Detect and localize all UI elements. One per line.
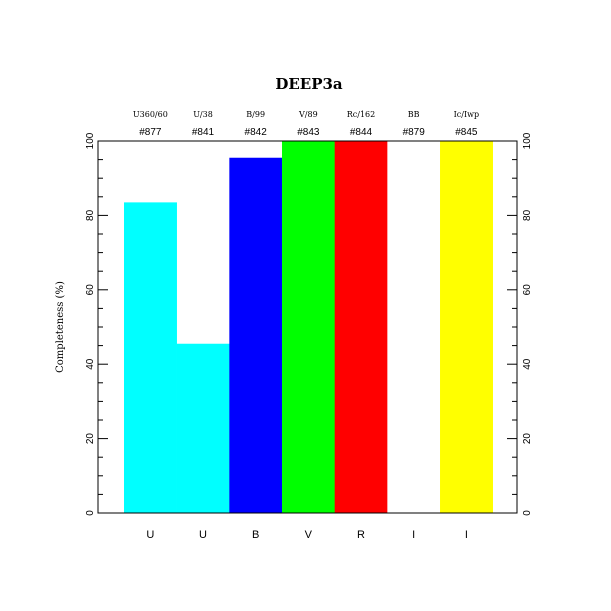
x-tick-label: I <box>465 529 468 541</box>
y-tick-label-left: 40 <box>85 358 96 370</box>
filter-label: Rc/162 <box>347 110 375 119</box>
y-tick-label-right: 60 <box>522 284 533 296</box>
bar-6 <box>387 141 441 513</box>
x-tick-label: I <box>412 529 415 541</box>
axis-ticks <box>98 140 517 514</box>
x-tick-label: V <box>305 529 313 541</box>
bar-4 <box>282 141 335 513</box>
filter-label: BB <box>408 110 420 119</box>
id-label: #842 <box>245 127 268 138</box>
id-label: #877 <box>139 127 162 138</box>
x-tick-label: R <box>357 529 365 541</box>
y-tick-label-right: 0 <box>522 510 533 516</box>
y-tick-label-right: 20 <box>522 433 533 445</box>
filter-label: Ic/Iwp <box>454 110 479 119</box>
bar-5 <box>334 141 388 513</box>
bar-3 <box>229 157 283 514</box>
y-tick-label-left: 100 <box>85 132 96 149</box>
chart-title: DEEP3a <box>275 75 343 93</box>
y-axis-label: Completeness (%) <box>55 281 66 373</box>
y-tick-label-right: 40 <box>522 358 533 370</box>
x-tick-label: B <box>252 529 259 541</box>
x-tick-label: U <box>146 529 154 541</box>
id-label: #841 <box>192 127 215 138</box>
id-label: #844 <box>350 127 373 138</box>
filter-label: V/89 <box>298 110 318 119</box>
bars-group <box>124 141 493 514</box>
y-tick-label-left: 20 <box>85 433 96 445</box>
bar-2 <box>176 343 230 513</box>
id-label: #843 <box>297 127 320 138</box>
id-label: #845 <box>455 127 478 138</box>
bar-7 <box>440 141 493 513</box>
filter-label: B/99 <box>246 110 265 119</box>
y-tick-label-right: 100 <box>522 132 533 149</box>
id-label: #879 <box>403 127 426 138</box>
filter-label: U360/60 <box>133 110 168 119</box>
y-tick-label-left: 0 <box>85 510 96 516</box>
y-tick-label-left: 60 <box>85 284 96 296</box>
filter-label: U/38 <box>193 110 213 119</box>
y-tick-label-right: 80 <box>522 209 533 221</box>
y-tick-label-left: 80 <box>85 209 96 221</box>
axis-labels: 0 0 20 20 40 40 60 60 80 80 100 100 U U360/60 #877 U U/3… <box>85 110 533 541</box>
x-tick-label: U <box>199 529 207 541</box>
bar-1 <box>124 202 177 513</box>
